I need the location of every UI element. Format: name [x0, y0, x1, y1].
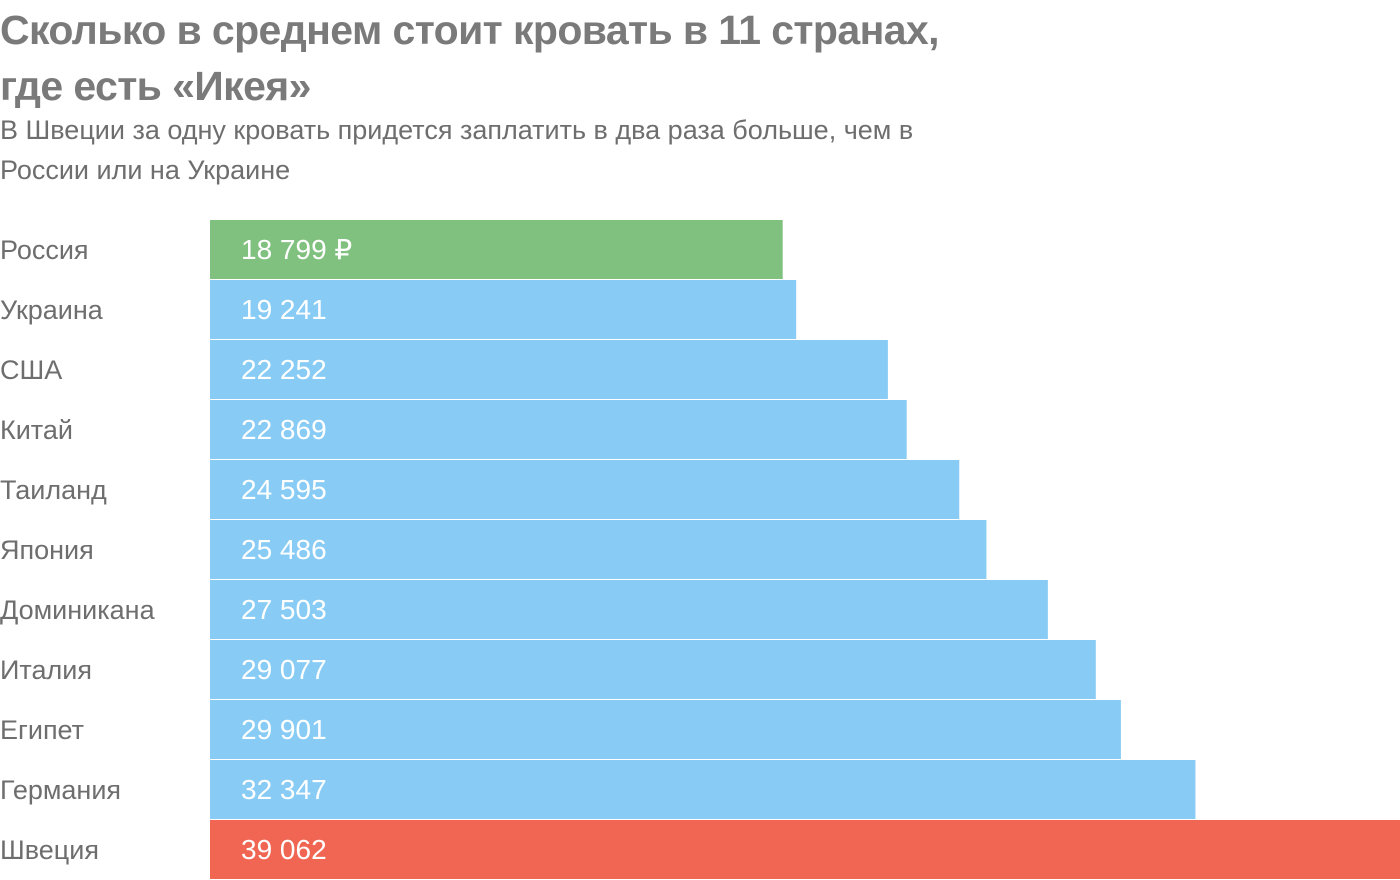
- value-label: 39 062: [241, 834, 327, 865]
- bar: [210, 400, 907, 459]
- chart-title: Сколько в среднем стоит кровать в 11 стр…: [0, 7, 940, 109]
- bar: [210, 220, 783, 279]
- category-label: Таиланд: [0, 475, 107, 505]
- category-label: Россия: [0, 235, 89, 265]
- chart-subtitle: В Швеции за одну кровать придется заплат…: [0, 115, 914, 185]
- category-label: Украина: [0, 295, 104, 325]
- category-label: Доминикана: [0, 595, 156, 625]
- bar: [210, 820, 1400, 879]
- category-label: Швеция: [0, 835, 99, 865]
- category-label: Германия: [0, 775, 121, 805]
- value-label: 32 347: [241, 774, 327, 805]
- bar: [210, 760, 1196, 819]
- category-label: Китай: [0, 415, 73, 445]
- value-label: 18 799 ₽: [241, 234, 352, 265]
- value-label: 22 869: [241, 414, 327, 445]
- bar: [210, 700, 1121, 759]
- bar: [210, 640, 1096, 699]
- value-label: 19 241: [241, 294, 327, 325]
- bar: [210, 460, 960, 519]
- bar: [210, 340, 888, 399]
- value-label: 27 503: [241, 594, 327, 625]
- value-label: 29 077: [241, 654, 327, 685]
- bar: [210, 580, 1048, 639]
- category-label: Япония: [0, 535, 94, 565]
- category-label: Египет: [0, 715, 84, 745]
- bar: [210, 280, 797, 339]
- value-label: 29 901: [241, 714, 327, 745]
- value-label: 22 252: [241, 354, 327, 385]
- bar: [210, 520, 987, 579]
- value-label: 25 486: [241, 534, 327, 565]
- value-label: 24 595: [241, 474, 327, 505]
- category-label: США: [0, 355, 62, 385]
- category-label: Италия: [0, 655, 92, 685]
